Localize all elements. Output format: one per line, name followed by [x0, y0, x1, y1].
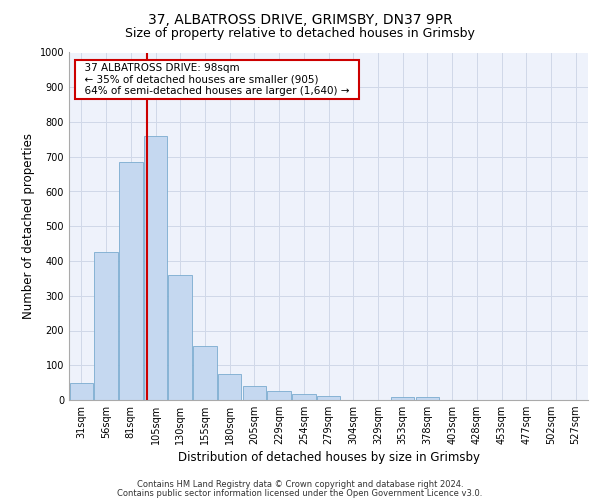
Bar	[218, 374, 241, 400]
Bar	[292, 394, 316, 400]
Bar	[242, 386, 266, 400]
Y-axis label: Number of detached properties: Number of detached properties	[22, 133, 35, 320]
X-axis label: Distribution of detached houses by size in Grimsby: Distribution of detached houses by size …	[178, 452, 479, 464]
Text: 37 ALBATROSS DRIVE: 98sqm  
  ← 35% of detached houses are smaller (905)  
  64%: 37 ALBATROSS DRIVE: 98sqm ← 35% of detac…	[79, 63, 356, 96]
Text: Contains public sector information licensed under the Open Government Licence v3: Contains public sector information licen…	[118, 488, 482, 498]
Bar	[317, 396, 340, 400]
Bar	[391, 397, 415, 400]
Text: Size of property relative to detached houses in Grimsby: Size of property relative to detached ho…	[125, 28, 475, 40]
Bar	[169, 275, 192, 400]
Bar	[416, 397, 439, 400]
Bar	[70, 382, 93, 400]
Bar	[144, 136, 167, 400]
Bar	[268, 392, 291, 400]
Bar	[119, 162, 143, 400]
Text: 37, ALBATROSS DRIVE, GRIMSBY, DN37 9PR: 37, ALBATROSS DRIVE, GRIMSBY, DN37 9PR	[148, 12, 452, 26]
Bar	[94, 252, 118, 400]
Text: Contains HM Land Registry data © Crown copyright and database right 2024.: Contains HM Land Registry data © Crown c…	[137, 480, 463, 489]
Bar	[193, 346, 217, 400]
